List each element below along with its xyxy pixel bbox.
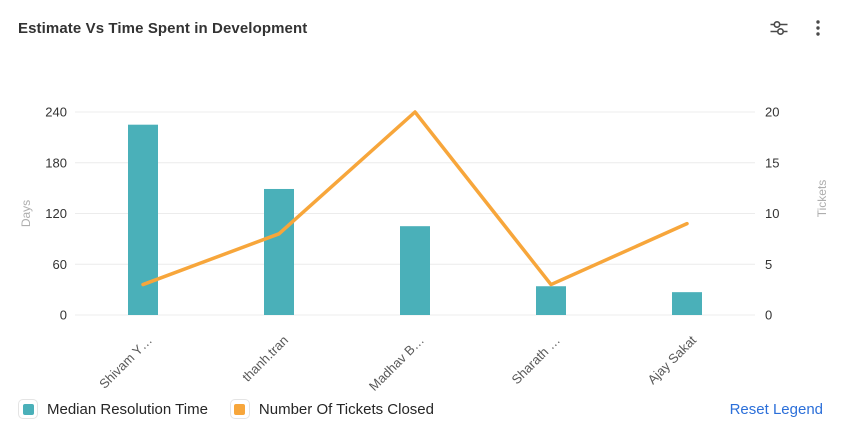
x-axis-category-label: Sharath … [509, 333, 564, 388]
x-axis-category-label: thanh.tran [239, 333, 291, 385]
legend-items: Median Resolution Time Number Of Tickets… [18, 399, 434, 419]
bar[interactable] [536, 286, 566, 315]
left-axis-tick: 240 [45, 105, 67, 120]
left-axis-tick: 180 [45, 155, 67, 170]
header-actions [767, 16, 823, 40]
right-axis-tick: 20 [765, 105, 779, 120]
x-axis-category-label: Madhav B… [366, 333, 427, 392]
legend-row: Median Resolution Time Number Of Tickets… [0, 392, 841, 426]
x-axis-category-label: Shivam Y… [96, 333, 155, 392]
kebab-menu-icon[interactable] [813, 16, 823, 40]
bar[interactable] [128, 124, 158, 315]
right-axis-tick: 0 [765, 308, 772, 323]
left-axis-tick: 60 [53, 257, 67, 272]
x-axis-category-label: Ajay Sakat [645, 332, 700, 387]
legend-item-median-resolution-time[interactable]: Median Resolution Time [18, 399, 208, 419]
right-axis-title: Tickets [815, 180, 829, 218]
right-axis-tick: 10 [765, 206, 779, 221]
combo-chart: 0 60 120 180 240 0 5 10 15 20 Days Tickets Shivam Y…… [0, 56, 841, 393]
legend-item-label: Number Of Tickets Closed [258, 400, 434, 418]
page-title: Estimate Vs Time Spent in Development [18, 19, 308, 37]
widget-header: Estimate Vs Time Spent in Development [0, 0, 841, 56]
reset-legend-link[interactable]: Reset Legend [729, 400, 823, 418]
line-series[interactable] [141, 110, 689, 287]
right-axis-tick: 5 [765, 257, 772, 272]
legend-item-label: Median Resolution Time [47, 400, 208, 418]
line-series-swatch-icon [229, 399, 250, 419]
bar[interactable] [400, 226, 430, 315]
left-axis-tick: 120 [45, 206, 67, 221]
bar[interactable] [672, 292, 702, 315]
bar-series-swatch-icon [18, 399, 38, 419]
bar[interactable] [264, 188, 294, 315]
legend-item-number-of-tickets-closed[interactable]: Number Of Tickets Closed [229, 399, 434, 419]
right-axis-tick: 15 [765, 155, 779, 170]
filter-sliders-icon[interactable] [767, 16, 791, 40]
left-axis-tick: 0 [60, 308, 67, 323]
left-axis-title: Days [19, 200, 33, 227]
